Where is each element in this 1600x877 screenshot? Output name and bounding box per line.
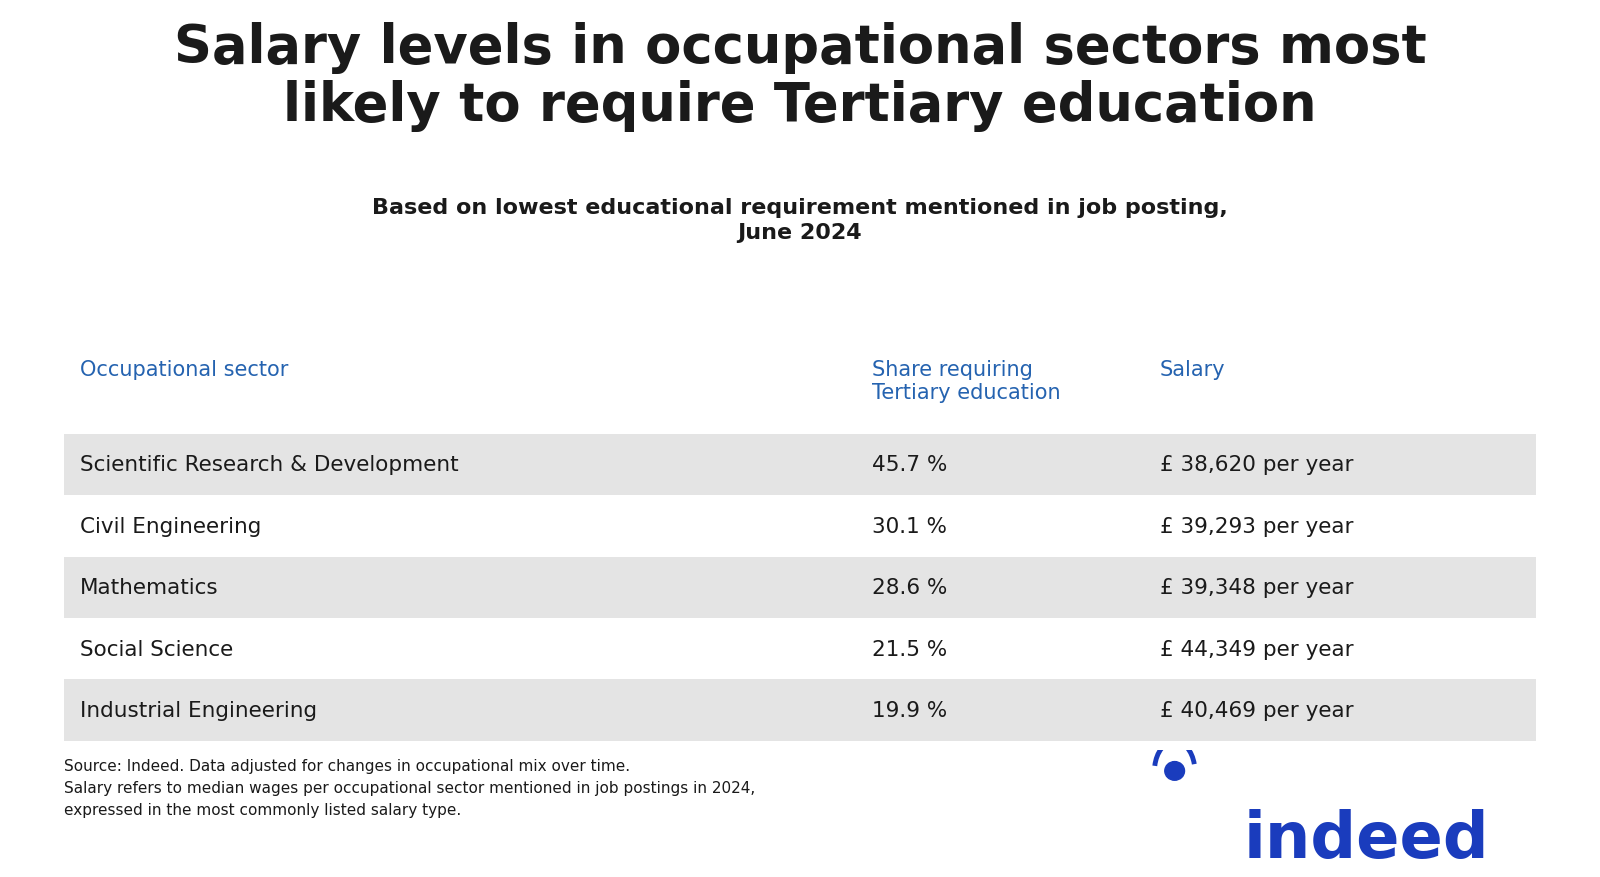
Text: Share requiring
Tertiary education: Share requiring Tertiary education [872,360,1061,403]
Text: 21.5 %: 21.5 % [872,639,947,659]
Text: 28.6 %: 28.6 % [872,578,947,597]
Text: Occupational sector: Occupational sector [80,360,288,380]
Text: Based on lowest educational requirement mentioned in job posting,
June 2024: Based on lowest educational requirement … [373,197,1227,243]
Text: Mathematics: Mathematics [80,578,219,597]
Text: Salary levels in occupational sectors most
likely to require Tertiary education: Salary levels in occupational sectors mo… [174,22,1426,132]
Text: Salary: Salary [1160,360,1226,380]
Text: £ 39,348 per year: £ 39,348 per year [1160,578,1354,597]
Text: Source: Indeed. Data adjusted for changes in occupational mix over time.
Salary : Source: Indeed. Data adjusted for change… [64,759,755,816]
Text: 19.9 %: 19.9 % [872,701,947,720]
Text: Civil Engineering: Civil Engineering [80,517,261,536]
Text: Industrial Engineering: Industrial Engineering [80,701,317,720]
Text: Scientific Research & Development: Scientific Research & Development [80,455,459,474]
Text: £ 44,349 per year: £ 44,349 per year [1160,639,1354,659]
Text: indeed: indeed [1243,808,1490,870]
Text: £ 40,469 per year: £ 40,469 per year [1160,701,1354,720]
Text: 45.7 %: 45.7 % [872,455,947,474]
Text: £ 38,620 per year: £ 38,620 per year [1160,455,1354,474]
Circle shape [1165,762,1184,781]
Text: 30.1 %: 30.1 % [872,517,947,536]
Text: £ 39,293 per year: £ 39,293 per year [1160,517,1354,536]
Text: Social Science: Social Science [80,639,234,659]
